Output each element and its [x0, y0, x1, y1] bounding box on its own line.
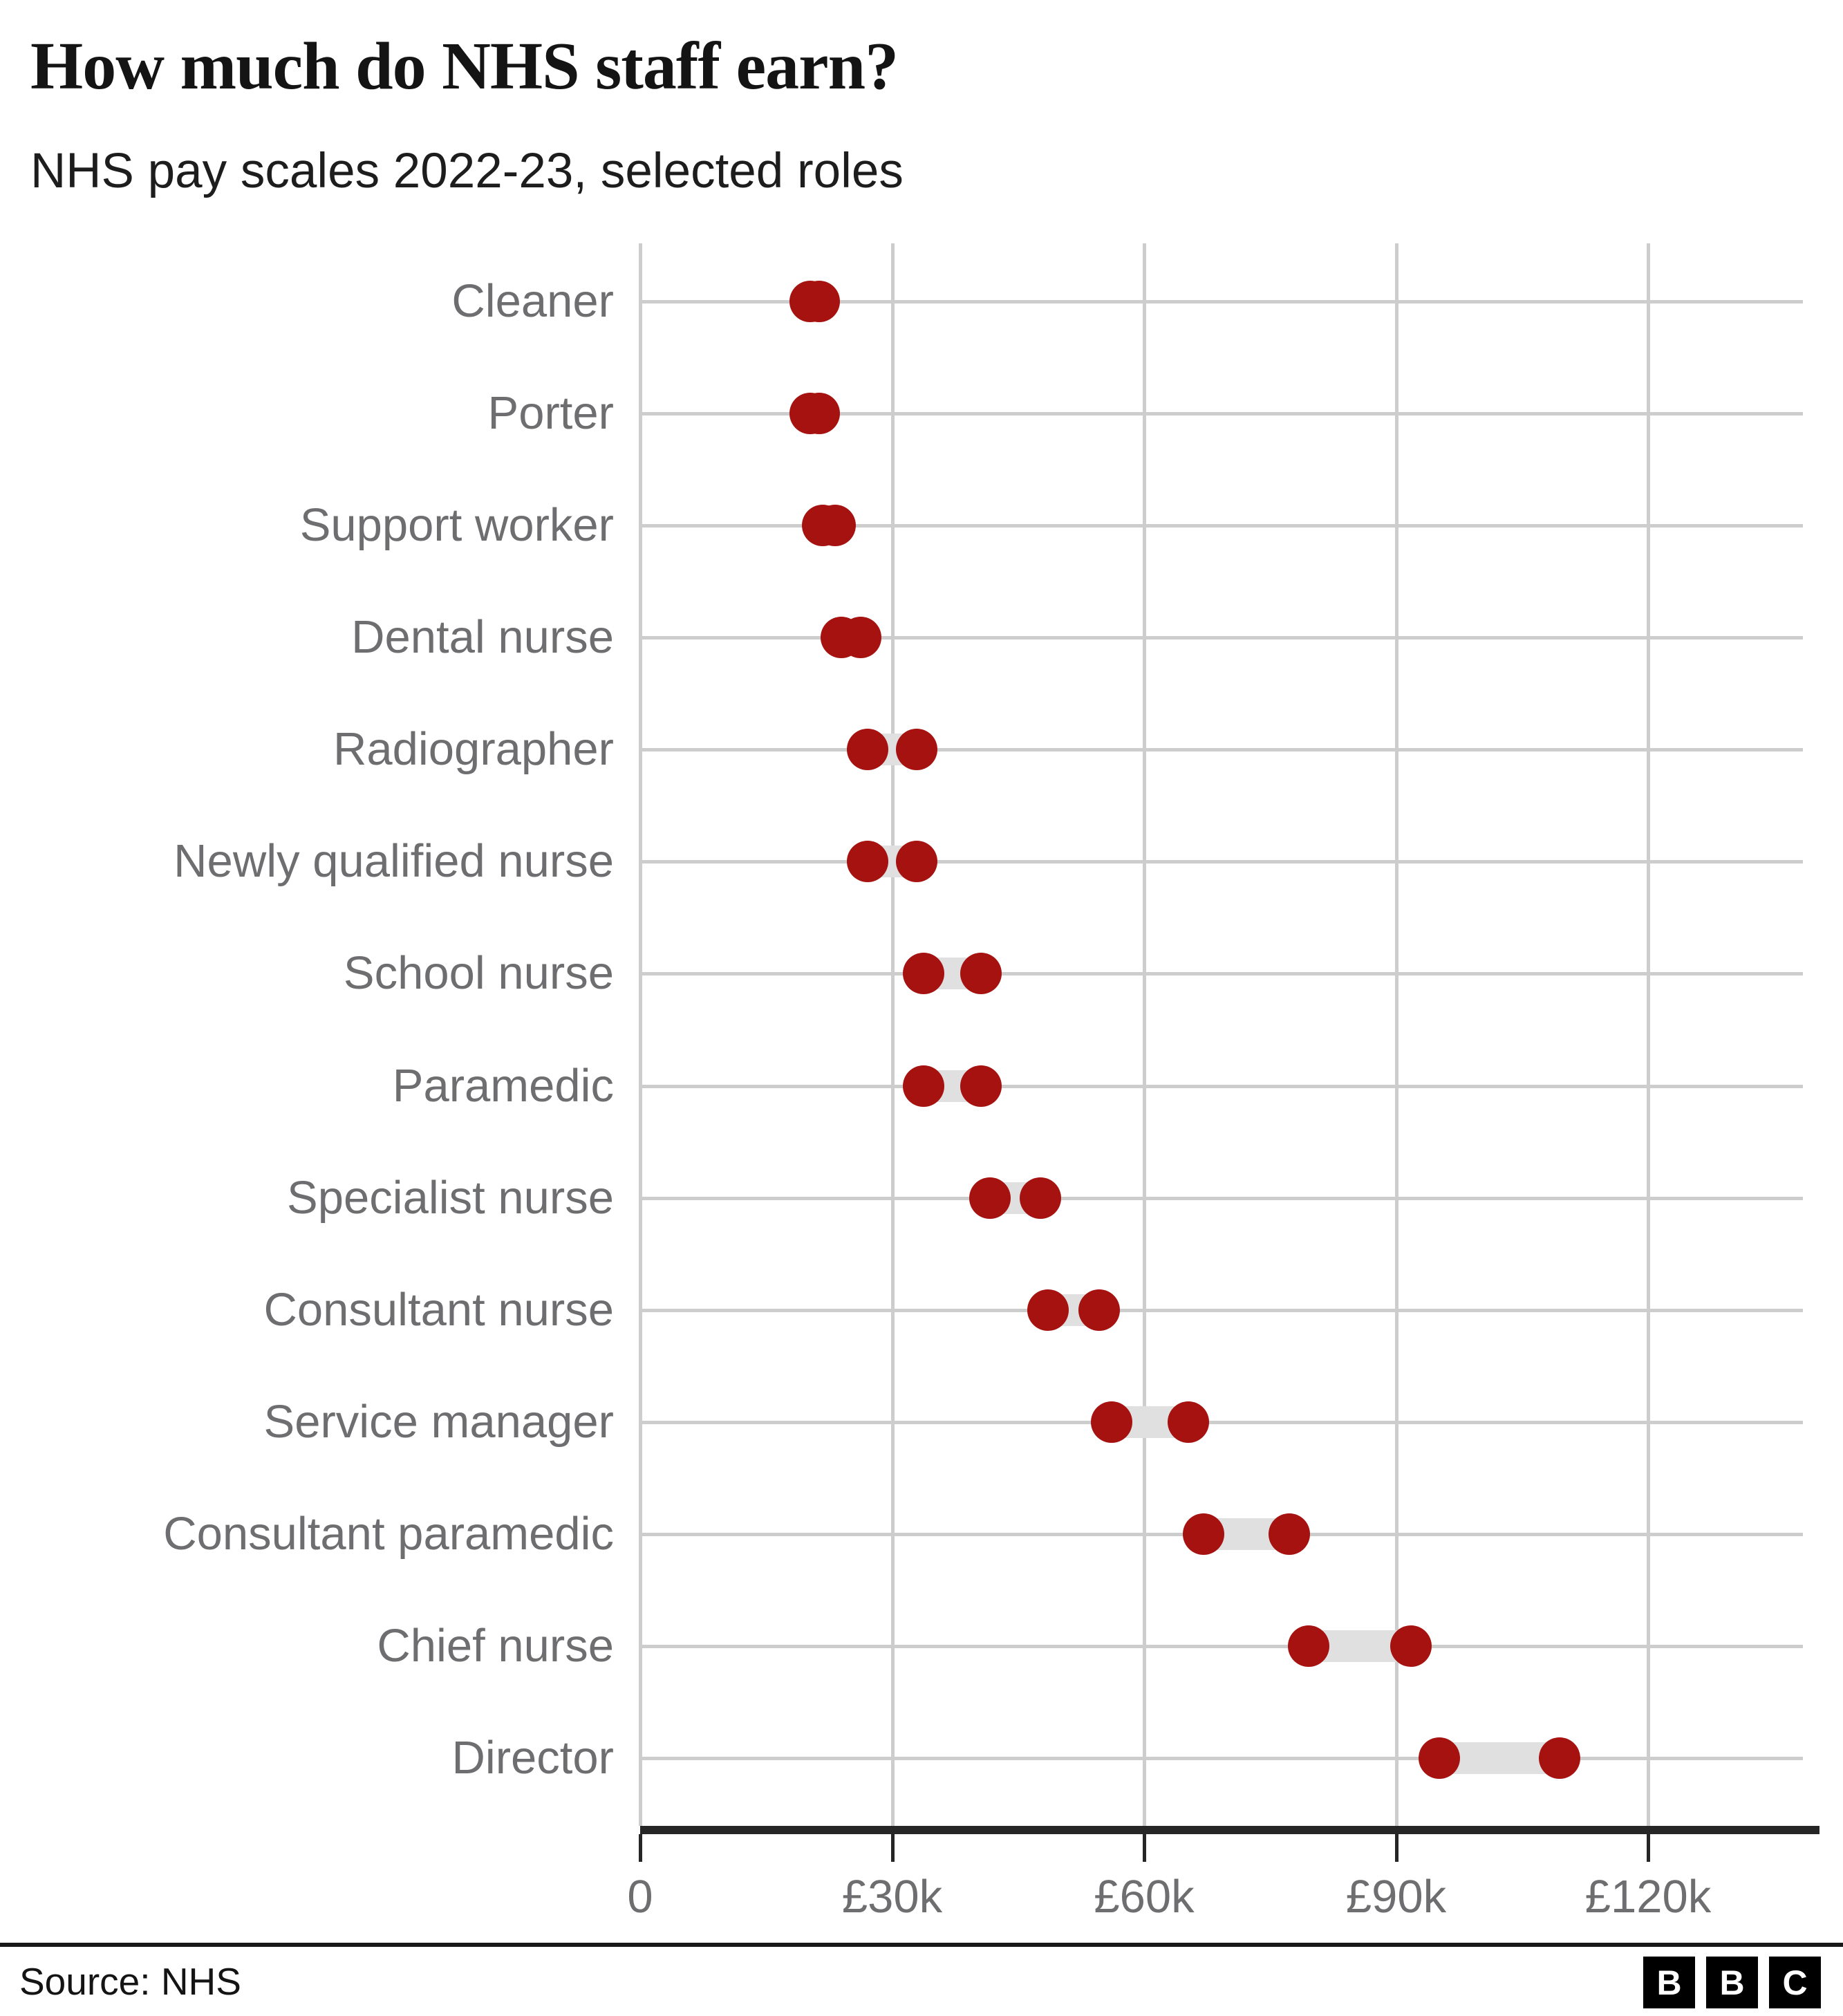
max-salary-dot	[814, 505, 856, 547]
row-label: Newly qualified nurse	[174, 835, 614, 888]
min-salary-dot	[1027, 1289, 1069, 1331]
min-salary-dot	[1418, 1737, 1460, 1780]
bbc-logo-letter: B	[1656, 1963, 1682, 2002]
x-tick-label: £30k	[841, 1871, 943, 1923]
max-salary-dot	[1268, 1513, 1310, 1555]
max-salary-dot	[1390, 1625, 1432, 1667]
max-salary-dot	[798, 281, 840, 322]
max-salary-dot	[840, 617, 882, 659]
gridline-horizontal	[640, 1196, 1803, 1200]
footer-divider	[0, 1943, 1843, 1947]
min-salary-dot	[846, 729, 888, 771]
row-label: Chief nurse	[377, 1619, 614, 1672]
source-label: Source: NHS	[19, 1960, 241, 2003]
gridline-horizontal	[640, 1644, 1803, 1648]
gridline-horizontal	[640, 300, 1803, 304]
min-salary-dot	[1182, 1513, 1224, 1555]
row-label: Porter	[487, 387, 614, 440]
row-label: Radiographer	[333, 723, 614, 776]
page-title: How much do NHS staff earn?	[30, 29, 899, 104]
max-salary-dot	[1078, 1289, 1120, 1331]
x-tick-label: £120k	[1584, 1871, 1712, 1923]
min-salary-dot	[846, 841, 888, 883]
max-salary-dot	[960, 953, 1002, 995]
row-label: Specialist nurse	[287, 1171, 614, 1224]
min-salary-dot	[902, 953, 944, 995]
row-label: Paramedic	[392, 1059, 614, 1112]
gridline-horizontal	[640, 412, 1803, 416]
x-tick-label: £90k	[1345, 1871, 1447, 1923]
bbc-logo-letter: C	[1782, 1963, 1808, 2002]
bbc-logo-square: C	[1769, 1957, 1821, 2008]
gridline-vertical	[1394, 243, 1398, 1826]
bbc-logo-letter: B	[1719, 1963, 1745, 2002]
max-salary-dot	[1020, 1177, 1062, 1219]
min-salary-dot	[902, 1065, 944, 1107]
max-salary-dot	[896, 729, 938, 771]
gridline-horizontal	[640, 1084, 1803, 1088]
gridline-vertical	[1647, 243, 1650, 1826]
row-label: Consultant paramedic	[163, 1507, 614, 1560]
x-axis-tick	[1647, 1834, 1650, 1862]
row-label: School nurse	[343, 947, 614, 1000]
max-salary-dot	[896, 841, 938, 883]
max-salary-dot	[798, 393, 840, 435]
bbc-logo-square: B	[1643, 1957, 1695, 2008]
x-axis-tick	[639, 1834, 642, 1862]
row-label: Consultant nurse	[263, 1283, 614, 1336]
x-axis-tick	[1143, 1834, 1146, 1862]
row-label: Service manager	[263, 1395, 614, 1448]
gridline-vertical	[1143, 243, 1146, 1826]
min-salary-dot	[1091, 1401, 1133, 1443]
row-label: Cleaner	[451, 275, 614, 327]
page-subtitle: NHS pay scales 2022-23, selected roles	[30, 144, 904, 198]
x-axis-tick	[1394, 1834, 1398, 1862]
gridline-horizontal	[640, 636, 1803, 640]
max-salary-dot	[1539, 1737, 1581, 1780]
gridline-horizontal	[640, 972, 1803, 976]
bbc-logo-square: B	[1706, 1957, 1758, 2008]
max-salary-dot	[1167, 1401, 1209, 1443]
gridline-horizontal	[640, 1308, 1803, 1312]
gridline-horizontal	[640, 860, 1803, 864]
gridline-horizontal	[640, 1420, 1803, 1424]
x-tick-label: 0	[627, 1871, 653, 1923]
gridline-vertical	[639, 243, 642, 1826]
gridline-horizontal	[640, 748, 1803, 752]
row-label: Dental nurse	[351, 611, 614, 664]
x-axis-line	[640, 1826, 1819, 1834]
max-salary-dot	[960, 1065, 1002, 1107]
row-label: Support worker	[299, 499, 614, 552]
row-label: Director	[451, 1732, 614, 1784]
min-salary-dot	[969, 1177, 1011, 1219]
x-tick-label: £60k	[1094, 1871, 1195, 1923]
gridline-horizontal	[640, 1757, 1803, 1761]
min-salary-dot	[1288, 1625, 1330, 1667]
x-axis-tick	[890, 1834, 895, 1862]
gridline-horizontal	[640, 524, 1803, 528]
gridline-vertical	[890, 243, 895, 1826]
